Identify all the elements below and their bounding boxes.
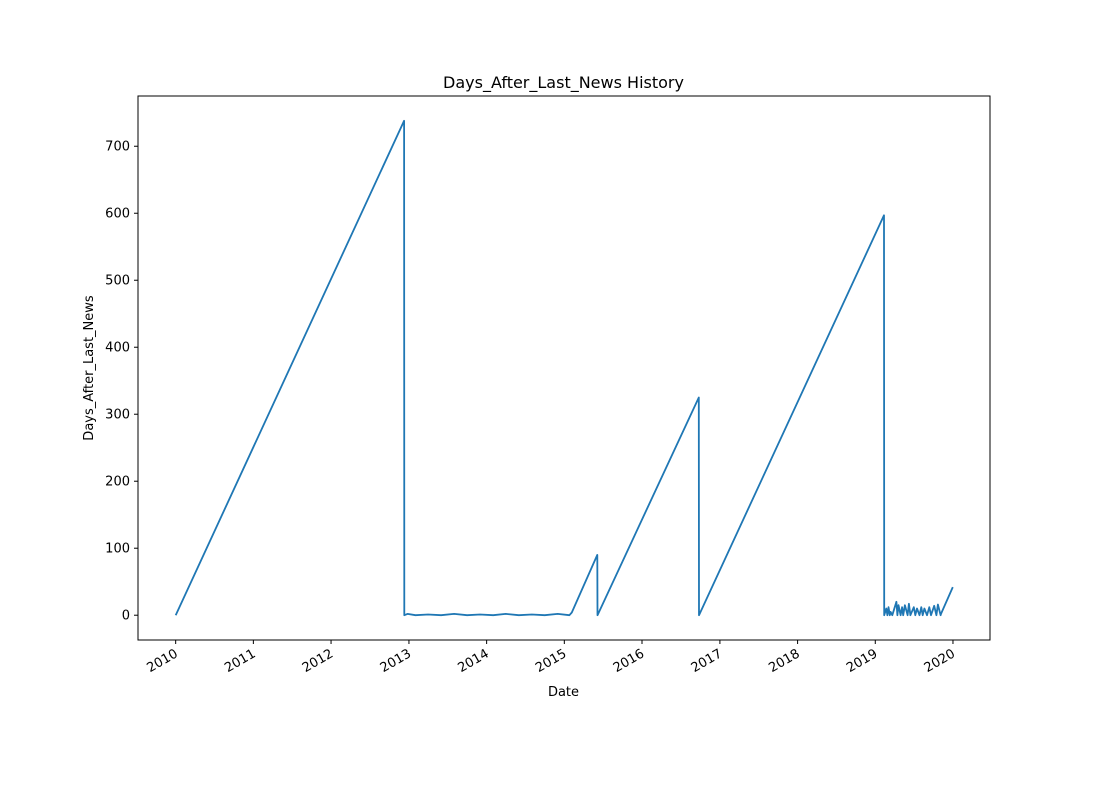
y-tick-label: 500 <box>105 274 130 289</box>
series-line <box>174 119 954 617</box>
y-tick-label: 700 <box>105 140 130 155</box>
y-axis: 0 100 200 300 400 500 600 700 <box>105 140 138 624</box>
y-tick-label: 400 <box>105 341 130 356</box>
x-axis-label: Date <box>548 685 579 700</box>
y-tick-label: 100 <box>105 542 130 557</box>
y-tick-label: 300 <box>105 408 130 423</box>
chart-title: Days_After_Last_News History <box>443 73 684 93</box>
y-tick-label: 0 <box>122 609 130 624</box>
y-tick-label: 200 <box>105 475 130 490</box>
series-group <box>174 119 954 617</box>
plot-area-frame <box>137 95 991 641</box>
y-axis-label: Days_After_Last_News <box>82 295 97 441</box>
y-tick-label: 600 <box>105 207 130 222</box>
